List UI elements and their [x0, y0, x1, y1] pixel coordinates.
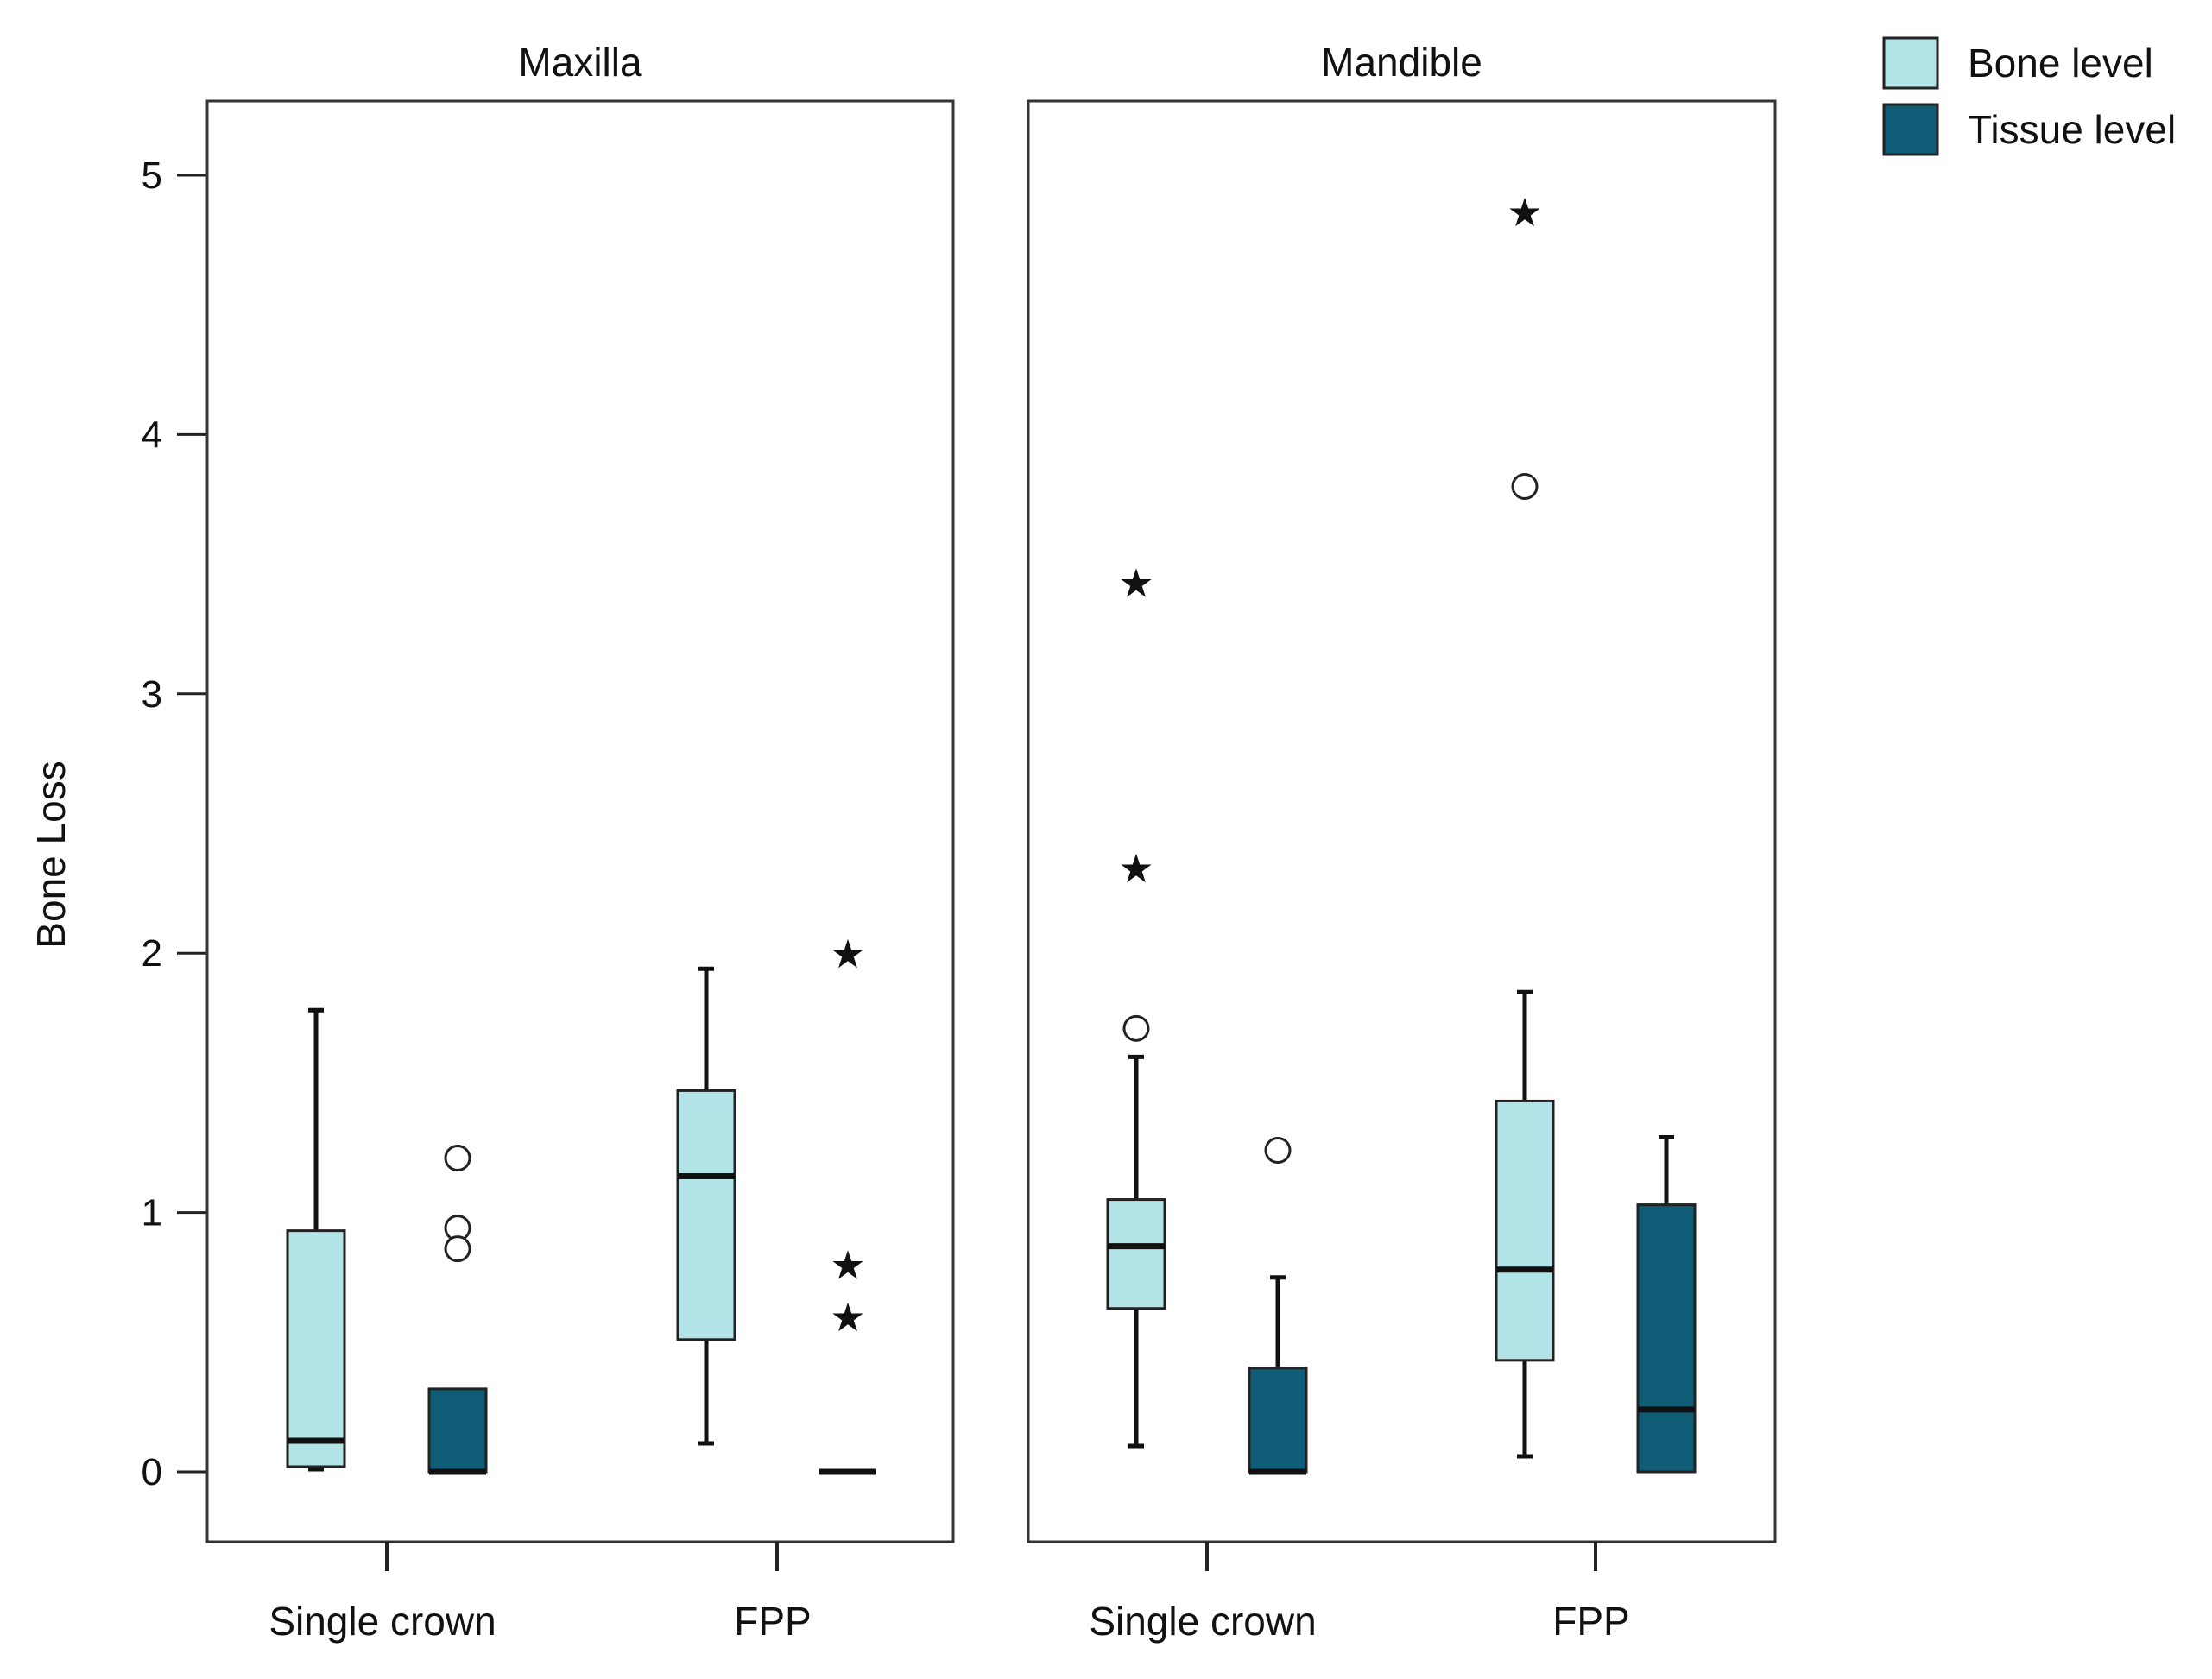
- box-iqr: [427, 1387, 488, 1474]
- outlier-point: [1511, 472, 1539, 500]
- y-tick-label: 1: [142, 1192, 162, 1234]
- box-iqr: [286, 1229, 346, 1468]
- box-iqr: [1495, 1099, 1555, 1362]
- x-tick-label: Single crown: [269, 1599, 496, 1644]
- legend-label: Bone level: [1968, 41, 2153, 85]
- extreme-point: ★: [1118, 561, 1153, 606]
- x-tick-label: Single crown: [1089, 1599, 1316, 1644]
- extreme-point: ★: [830, 1295, 865, 1340]
- extreme-point: ★: [830, 1243, 865, 1288]
- outlier-point: [444, 1145, 471, 1172]
- y-tick-label: 0: [142, 1451, 162, 1493]
- box-bone-level: [676, 966, 736, 1446]
- extreme-point: ★: [1118, 846, 1153, 891]
- box-iqr: [676, 1089, 736, 1341]
- outlier-point: [444, 1235, 471, 1263]
- box-tissue-level: [1636, 1134, 1697, 1474]
- panel-frame: [205, 99, 955, 1543]
- y-tick-label: 4: [142, 413, 162, 456]
- x-tick-label: FPP: [734, 1599, 811, 1644]
- panel-frame: [1027, 99, 1777, 1543]
- box-iqr: [1636, 1203, 1697, 1474]
- box-bone-level: ★: [1495, 190, 1555, 1459]
- extreme-point: ★: [830, 931, 865, 976]
- legend: Bone level Tissue level: [1882, 36, 2176, 156]
- box-tissue-level: ★ ★ ★: [819, 931, 876, 1475]
- y-tick-label: 5: [142, 155, 162, 197]
- box-bone-level: [286, 1007, 346, 1472]
- box-tissue-level: [1248, 1137, 1308, 1475]
- legend-swatch: [1882, 36, 1939, 90]
- box-iqr: [1248, 1367, 1308, 1474]
- y-tick-label: 2: [142, 932, 162, 975]
- panel-title: Mandible: [1321, 40, 1482, 85]
- y-axis: 0 1 2 3 4 5: [142, 155, 207, 1493]
- panel-title: Maxilla: [518, 40, 642, 85]
- panel-maxilla: Maxilla Single crown FPP ★ ★ ★: [205, 40, 955, 1644]
- y-axis-label: Bone Loss: [28, 761, 73, 948]
- x-tick-label: FPP: [1552, 1599, 1629, 1644]
- outlier-point: [1264, 1137, 1292, 1165]
- extreme-point: ★: [1507, 190, 1542, 235]
- legend-swatch: [1882, 103, 1939, 156]
- box-iqr: [1106, 1198, 1166, 1310]
- legend-label: Tissue level: [1968, 107, 2176, 152]
- box-bone-level: ★★: [1106, 561, 1166, 1449]
- box-tissue-level: [427, 1145, 488, 1475]
- y-tick-label: 3: [142, 673, 162, 716]
- outlier-point: [1122, 1014, 1150, 1042]
